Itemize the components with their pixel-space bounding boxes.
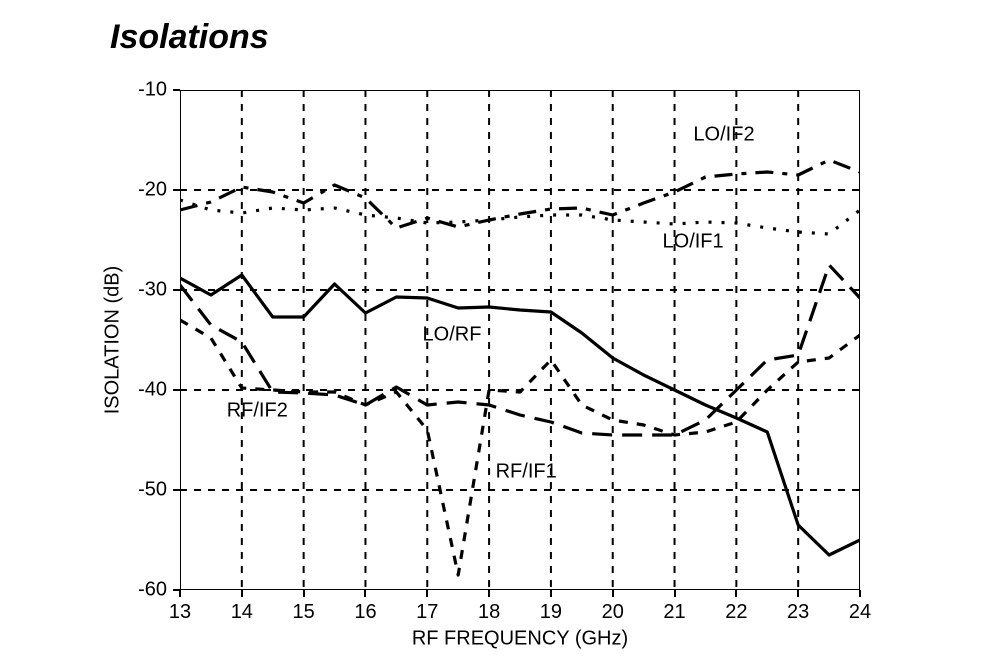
y-tick-mark <box>173 289 180 291</box>
chart-svg <box>180 90 860 590</box>
x-tick-label: 14 <box>231 601 253 624</box>
x-tick-mark <box>612 590 614 597</box>
x-tick-mark <box>179 590 181 597</box>
x-tick-mark <box>364 590 366 597</box>
y-tick-label: -50 <box>138 479 167 502</box>
x-tick-mark <box>241 590 243 597</box>
x-tick-label: 13 <box>169 601 191 624</box>
y-tick-mark <box>173 189 180 191</box>
y-tick-mark <box>173 589 180 591</box>
x-axis-label: RF FREQUENCY (GHz) <box>412 628 628 651</box>
series-label-rf-if2: RF/IF2 <box>227 400 288 423</box>
x-tick-mark <box>488 590 490 597</box>
x-tick-mark <box>303 590 305 597</box>
y-tick-label: -30 <box>138 279 167 302</box>
series-rf-if1 <box>180 320 860 575</box>
y-tick-label: -10 <box>138 79 167 102</box>
x-tick-mark <box>859 590 861 597</box>
series-lo-if2 <box>180 160 860 228</box>
y-tick-mark <box>173 389 180 391</box>
x-tick-label: 23 <box>787 601 809 624</box>
series-label-lo-rf: LO/RF <box>423 324 482 347</box>
y-axis-label: ISOLATION (dB) <box>102 266 125 415</box>
x-tick-label: 16 <box>354 601 376 624</box>
x-tick-label: 17 <box>416 601 438 624</box>
x-tick-mark <box>797 590 799 597</box>
x-tick-label: 19 <box>540 601 562 624</box>
x-tick-label: 24 <box>849 601 871 624</box>
x-tick-mark <box>735 590 737 597</box>
x-tick-mark <box>550 590 552 597</box>
x-tick-mark <box>426 590 428 597</box>
chart-title: Isolations <box>110 18 269 57</box>
y-tick-mark <box>173 89 180 91</box>
series-label-lo-if2: LO/IF2 <box>693 124 754 147</box>
x-tick-label: 22 <box>725 601 747 624</box>
plot-area <box>180 90 860 590</box>
y-tick-label: -40 <box>138 379 167 402</box>
x-tick-mark <box>674 590 676 597</box>
x-tick-label: 20 <box>602 601 624 624</box>
series-label-lo-if1: LO/IF1 <box>663 231 724 254</box>
x-tick-label: 18 <box>478 601 500 624</box>
series-label-rf-if1: RF/IF1 <box>496 461 557 484</box>
x-tick-label: 15 <box>293 601 315 624</box>
series-lo-if1 <box>180 200 860 234</box>
y-tick-label: -20 <box>138 179 167 202</box>
page-root: Isolations ISOLATION (dB) RF FREQUENCY (… <box>0 0 1000 667</box>
y-tick-label: -60 <box>138 579 167 602</box>
x-tick-label: 21 <box>663 601 685 624</box>
y-tick-mark <box>173 489 180 491</box>
